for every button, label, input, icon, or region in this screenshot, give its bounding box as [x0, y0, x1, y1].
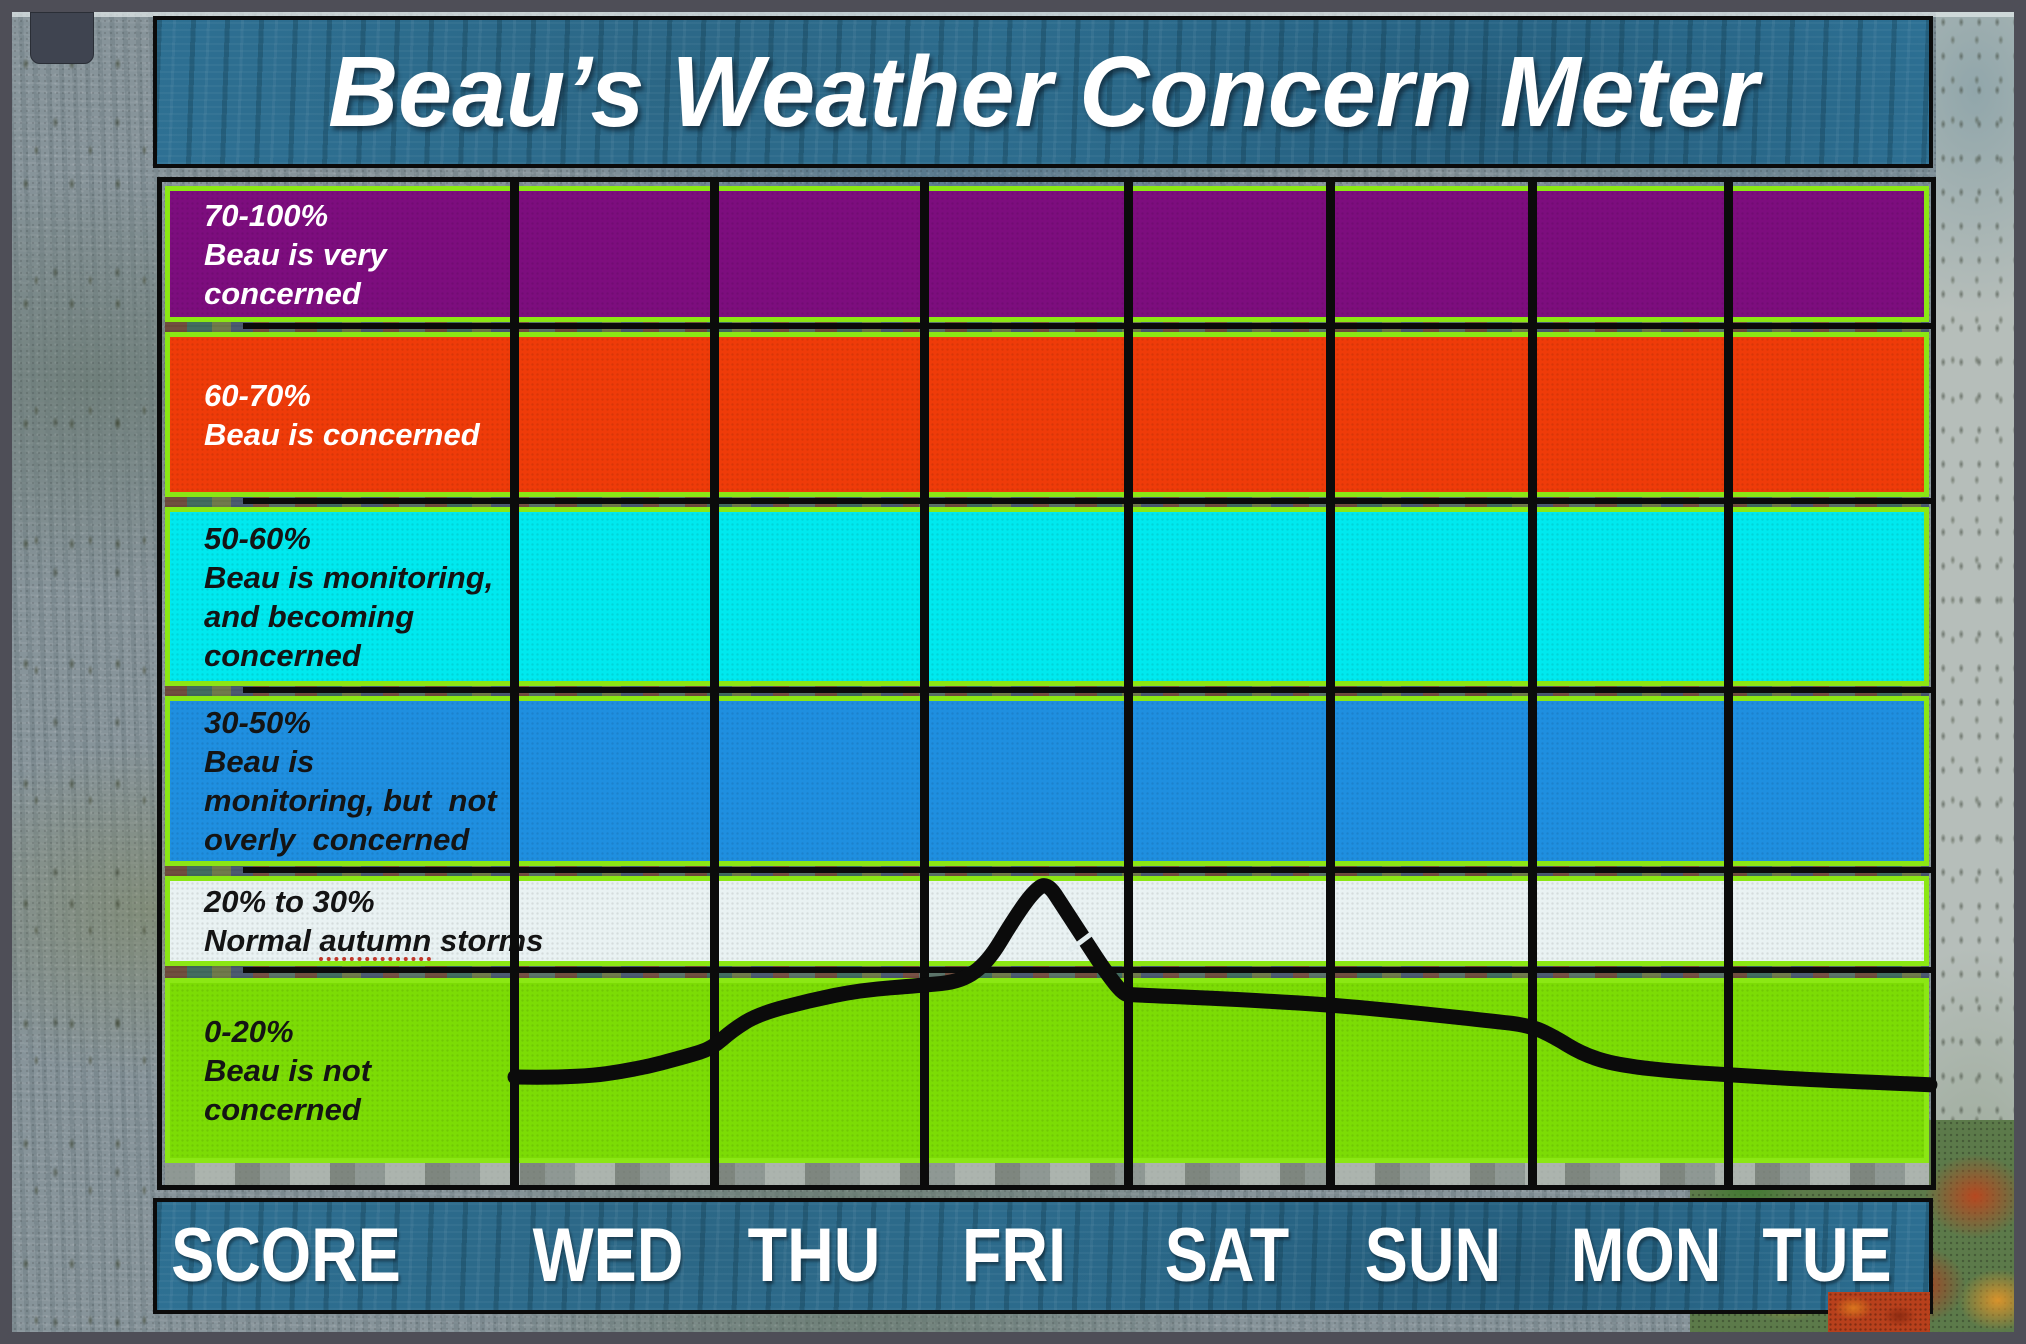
title-banner: Beau’s Weather Concern Meter: [153, 16, 1933, 168]
band-label-line: Beau is very: [204, 236, 387, 272]
band-label-line: Beau is: [204, 744, 315, 779]
band-label-line: Beau is not: [204, 1053, 372, 1088]
grid-vline: [920, 180, 929, 1187]
band-label-line: monitoring, but not: [204, 783, 497, 818]
grid-vline: [1124, 180, 1133, 1187]
band-label-line: Beau is concerned: [204, 416, 480, 452]
band-label-line: Normal autumn storms: [204, 923, 544, 958]
band-label-line: 70-100%: [204, 197, 329, 233]
band-label-line: Beau is monitoring,: [204, 559, 494, 595]
concern-band-concerned: 60-70% Beau is concerned: [165, 332, 1929, 497]
grid-hline: [243, 498, 1933, 504]
concern-band-normal-autumn-storms: 20% to 30% Normal autumn storms: [165, 876, 1929, 966]
band-label-line: and becoming: [204, 598, 415, 634]
background-top-highlight: [12, 10, 2014, 17]
day-label-wed: WED: [532, 1213, 684, 1298]
radar-hotspot-patch: [1828, 1292, 1930, 1332]
grid-vline: [710, 180, 719, 1187]
grid-vline: [1724, 180, 1733, 1187]
background-left-strip: [12, 40, 153, 1332]
background-right-strip: [1936, 12, 2014, 1332]
band-label-line: overly concerned: [204, 822, 470, 857]
score-axis-label: SCORE: [171, 1213, 401, 1298]
day-label-sun: SUN: [1364, 1213, 1502, 1298]
background-top-left-tab: [30, 12, 94, 64]
day-label-thu: THU: [747, 1213, 881, 1298]
concern-band-very-concerned: 70-100% Beau is very concerned: [165, 186, 1929, 322]
band-label-line: 60-70%: [204, 377, 311, 413]
concern-band-not-concerned: 0-20% Beau is not concerned: [165, 978, 1929, 1163]
grid-vline: [510, 180, 519, 1187]
day-label-tue: TUE: [1762, 1213, 1892, 1298]
band-gap: [165, 1163, 1929, 1185]
misspelled-word: autumn: [319, 923, 432, 958]
concern-band-monitoring-not-overly-concerned: 30-50% Beau is monitoring, but not overly c…: [165, 696, 1929, 866]
page-title: Beau’s Weather Concern Meter: [327, 35, 1759, 148]
band-label-line: concerned: [204, 637, 361, 673]
band-label-line: concerned: [204, 1092, 361, 1127]
band-label-line: 30-50%: [204, 705, 311, 740]
grid-hline: [243, 687, 1933, 693]
band-label-line: concerned: [204, 275, 361, 311]
grid-vline: [1528, 180, 1537, 1187]
band-label-line: 0-20%: [204, 1014, 294, 1049]
concern-band-monitoring-becoming-concerned: 50-60% Beau is monitoring, and becoming con…: [165, 507, 1929, 686]
band-label-line: 20% to 30%: [204, 884, 375, 919]
grid-hline: [243, 967, 1933, 973]
day-label-fri: FRI: [961, 1213, 1067, 1298]
grid-hline: [243, 323, 1933, 329]
day-label-sat: SAT: [1164, 1213, 1290, 1298]
grid-hline: [243, 867, 1933, 873]
day-label-mon: MON: [1570, 1213, 1722, 1298]
grid-vline: [1326, 180, 1335, 1187]
day-axis-bar: [153, 1198, 1933, 1314]
band-label-line: 50-60%: [204, 520, 311, 556]
